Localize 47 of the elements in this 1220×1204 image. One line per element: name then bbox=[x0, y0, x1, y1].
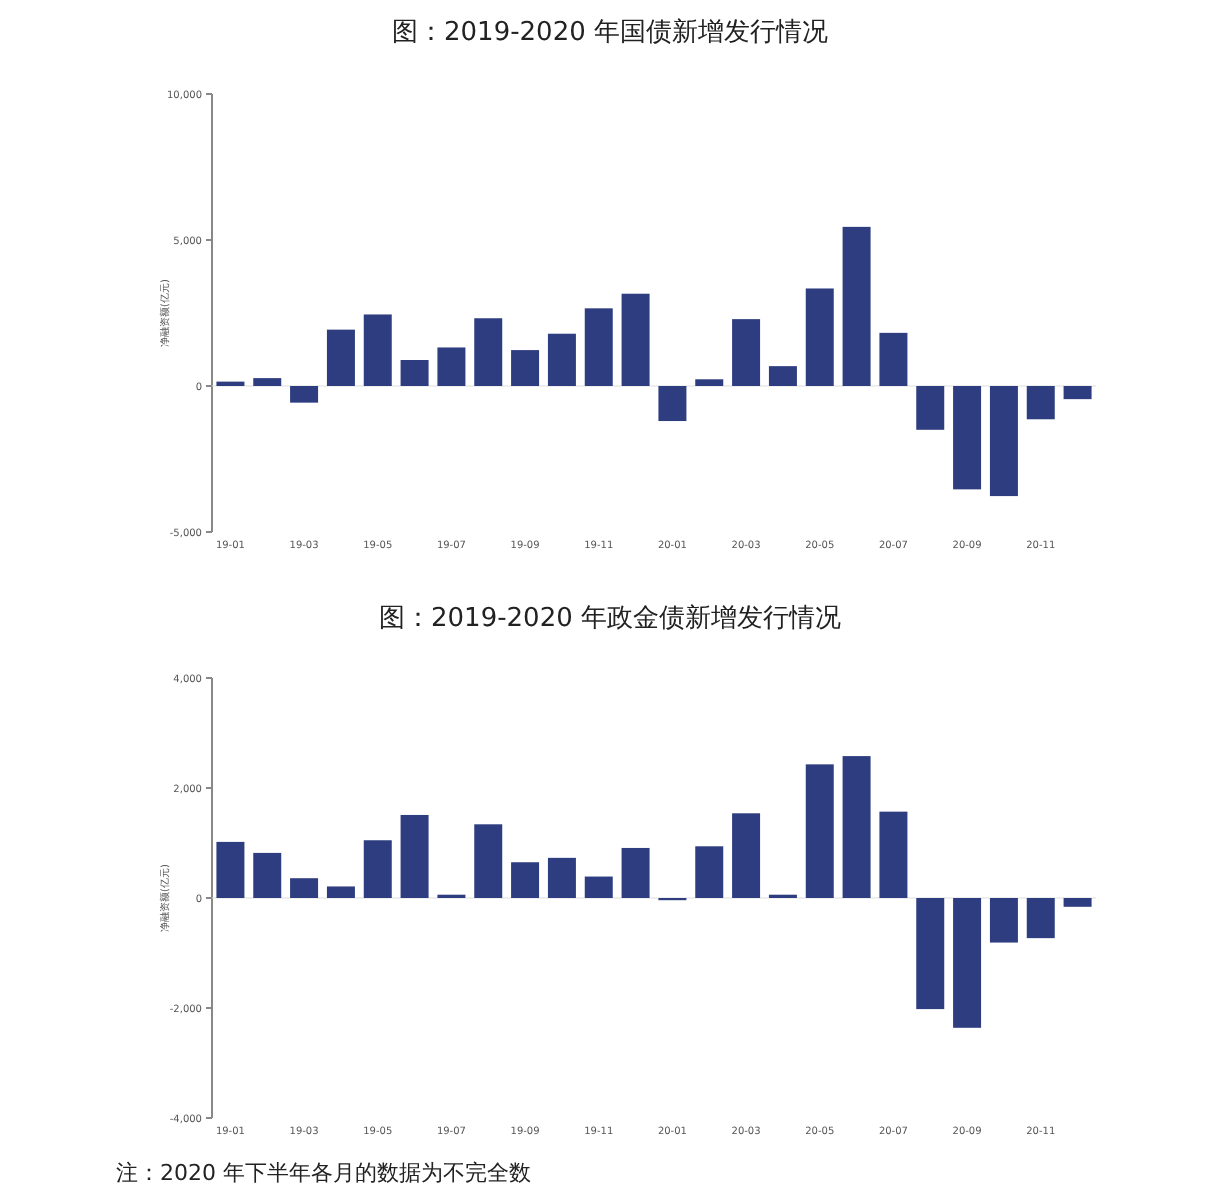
bar bbox=[953, 386, 982, 490]
bar bbox=[732, 813, 761, 898]
bar bbox=[953, 898, 982, 1028]
bar bbox=[805, 764, 834, 898]
bar bbox=[326, 329, 355, 386]
bar bbox=[437, 347, 466, 386]
bar bbox=[1026, 386, 1055, 420]
bar bbox=[695, 379, 724, 386]
bar bbox=[584, 876, 613, 898]
bar bbox=[253, 852, 282, 898]
bar bbox=[732, 319, 761, 386]
bar bbox=[584, 308, 613, 386]
chart-title: 图：2019-2020 年政金债新增发行情况 bbox=[379, 604, 841, 634]
bar bbox=[511, 862, 540, 898]
bar bbox=[547, 333, 576, 386]
bar bbox=[216, 841, 245, 898]
bar bbox=[290, 386, 319, 403]
bar bbox=[621, 847, 650, 898]
bar bbox=[1026, 898, 1055, 939]
bar bbox=[658, 386, 687, 422]
bar bbox=[474, 318, 503, 386]
bar bbox=[1063, 386, 1092, 400]
bar bbox=[695, 846, 724, 898]
bar bbox=[879, 811, 908, 898]
bar bbox=[879, 332, 908, 386]
bar bbox=[842, 226, 871, 386]
bar bbox=[805, 288, 834, 386]
bar bbox=[326, 886, 355, 898]
bar bbox=[547, 857, 576, 898]
bar bbox=[768, 366, 797, 386]
bar bbox=[989, 386, 1018, 497]
bar bbox=[474, 824, 503, 898]
bar bbox=[400, 360, 429, 386]
chart-title: 图：2019-2020 年国债新增发行情况 bbox=[392, 18, 828, 48]
bar bbox=[842, 756, 871, 898]
bar bbox=[989, 898, 1018, 943]
bar bbox=[621, 293, 650, 386]
bar bbox=[916, 386, 945, 430]
bar bbox=[363, 314, 392, 386]
bar bbox=[363, 840, 392, 898]
bar bbox=[916, 898, 945, 1010]
bar bbox=[253, 378, 282, 386]
bar bbox=[1063, 898, 1092, 907]
bar bbox=[511, 350, 540, 386]
bar bbox=[400, 814, 429, 898]
bar bbox=[290, 878, 319, 898]
text: 注：2020 年下半年各月的数据为不完全数 bbox=[116, 1160, 531, 1186]
